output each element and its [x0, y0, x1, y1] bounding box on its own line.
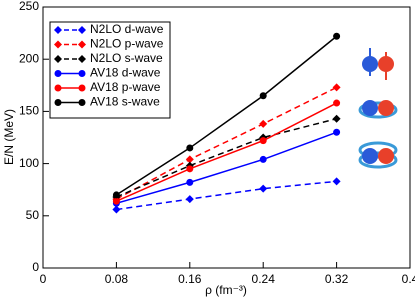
y-tick-label: 250: [19, 0, 39, 13]
series-line: [116, 180, 337, 211]
legend-label: AV18 s-wave: [90, 95, 160, 109]
circle-marker: [259, 92, 267, 100]
y-axis-label: E/N (MeV): [2, 109, 16, 165]
circle-marker: [259, 155, 267, 163]
y-tick-label: 100: [19, 156, 39, 170]
diamond-marker: [259, 184, 268, 193]
legend-marker: [54, 26, 62, 34]
y-tick-label: 200: [19, 51, 39, 65]
legend-label: AV18 p-wave: [90, 80, 161, 94]
circle-marker: [186, 178, 194, 186]
legend-marker: [78, 26, 86, 34]
circle-marker: [333, 32, 341, 40]
y-tick-label: 50: [26, 208, 40, 222]
legend-marker: [78, 40, 86, 49]
diamond-marker: [332, 177, 341, 186]
plot-frame: [42, 6, 411, 269]
legend-label: AV18 d-wave: [90, 66, 161, 80]
legend-marker: [78, 99, 86, 106]
legend-marker: [54, 70, 62, 77]
circle-marker: [259, 137, 267, 145]
y-tick-label: 0: [32, 260, 39, 274]
circle-marker: [333, 128, 341, 136]
series-line: [115, 35, 338, 196]
spin-icons: [358, 48, 398, 169]
legend-marker: [54, 84, 62, 92]
circle-marker: [112, 197, 120, 205]
legend-label: N2LO d-wave: [90, 22, 164, 36]
diamond-marker: [332, 83, 341, 92]
legend-label: N2LO p-wave: [90, 37, 164, 51]
legend-marker: [78, 70, 86, 77]
legend-marker: [78, 55, 86, 63]
legend-marker: [54, 99, 62, 106]
x-tick-label: 0.32: [325, 272, 349, 286]
y-tick-label: 150: [19, 104, 39, 118]
x-tick-label: 0.08: [105, 272, 129, 286]
series-line: [116, 131, 337, 204]
diamond-marker: [185, 155, 194, 164]
x-tick-label: 0: [40, 272, 47, 286]
series-line: [116, 117, 337, 198]
series-line: [116, 102, 337, 202]
circle-marker: [186, 144, 194, 152]
diamond-marker: [185, 195, 194, 204]
circle-marker: [186, 165, 194, 173]
x-axis-label: ρ (fm⁻³): [205, 283, 247, 297]
diamond-marker: [112, 205, 121, 214]
x-tick-label: 0.16: [178, 272, 202, 286]
x-tick-label: 0.24: [252, 272, 276, 286]
circle-marker: [333, 99, 341, 107]
circle-marker: [112, 191, 120, 199]
legend-label: N2LO s-wave: [90, 51, 163, 65]
diamond-marker: [259, 119, 268, 128]
legend-marker: [78, 84, 86, 92]
diamond-marker: [332, 114, 341, 123]
series-line: [116, 86, 337, 200]
legend-marker: [54, 55, 62, 63]
legend-marker: [54, 40, 62, 49]
x-tick-label: 0.4: [402, 272, 415, 286]
